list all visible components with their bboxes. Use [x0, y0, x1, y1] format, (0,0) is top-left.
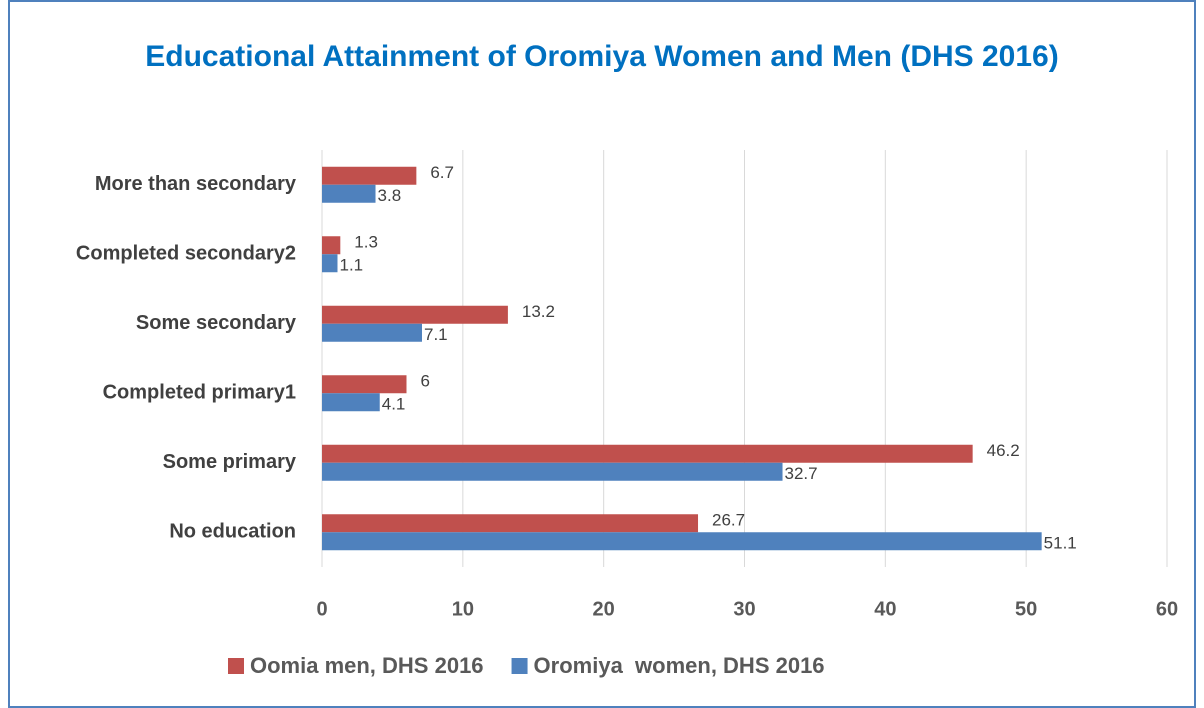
- legend-swatch: [511, 658, 528, 674]
- data-label: 1.1: [339, 256, 363, 275]
- legend-label: Oromiya women, DHS 2016: [534, 653, 825, 678]
- data-label: 32.7: [785, 464, 818, 483]
- y-tick-label: Completed primary1: [103, 382, 296, 404]
- x-tick-label: 40: [874, 598, 896, 620]
- y-tick-label: More than secondary: [95, 173, 297, 195]
- data-label: 46.2: [987, 441, 1020, 460]
- bar: [322, 236, 341, 255]
- data-label: 13.2: [522, 302, 555, 321]
- data-label: 6: [421, 372, 430, 391]
- bar: [322, 166, 417, 185]
- x-tick-label: 60: [1156, 598, 1178, 620]
- data-label: 7.1: [424, 325, 448, 344]
- bar: [322, 323, 422, 342]
- y-tick-label: Completed secondary2: [76, 243, 296, 265]
- x-tick-label: 20: [593, 598, 615, 620]
- bar: [322, 254, 338, 273]
- legend-label: Oomia men, DHS 2016: [250, 653, 484, 678]
- data-label: 26.7: [712, 511, 745, 530]
- data-label: 6.7: [430, 163, 454, 182]
- frame: [8, 0, 1196, 708]
- x-tick-label: 0: [316, 598, 327, 620]
- bar: [322, 444, 973, 463]
- bar: [322, 532, 1042, 551]
- y-tick-label: Some primary: [163, 451, 297, 473]
- legend-swatch: [228, 658, 244, 674]
- bar: [322, 375, 407, 394]
- bar: [322, 462, 783, 481]
- y-tick-label: Some secondary: [136, 312, 297, 334]
- x-tick-label: 50: [1015, 598, 1037, 620]
- data-label: 51.1: [1044, 534, 1077, 553]
- bar: [322, 393, 380, 412]
- y-tick-label: No education: [169, 521, 296, 543]
- bar: [322, 184, 376, 203]
- bar: [322, 514, 699, 533]
- chart-title: Educational Attainment of Oromiya Women …: [145, 40, 1059, 73]
- data-label: 4.1: [382, 395, 406, 414]
- data-label: 1.3: [354, 233, 378, 252]
- bar: [322, 305, 508, 324]
- x-tick-label: 10: [452, 598, 474, 620]
- x-tick-label: 30: [733, 598, 755, 620]
- data-label: 3.8: [378, 186, 402, 205]
